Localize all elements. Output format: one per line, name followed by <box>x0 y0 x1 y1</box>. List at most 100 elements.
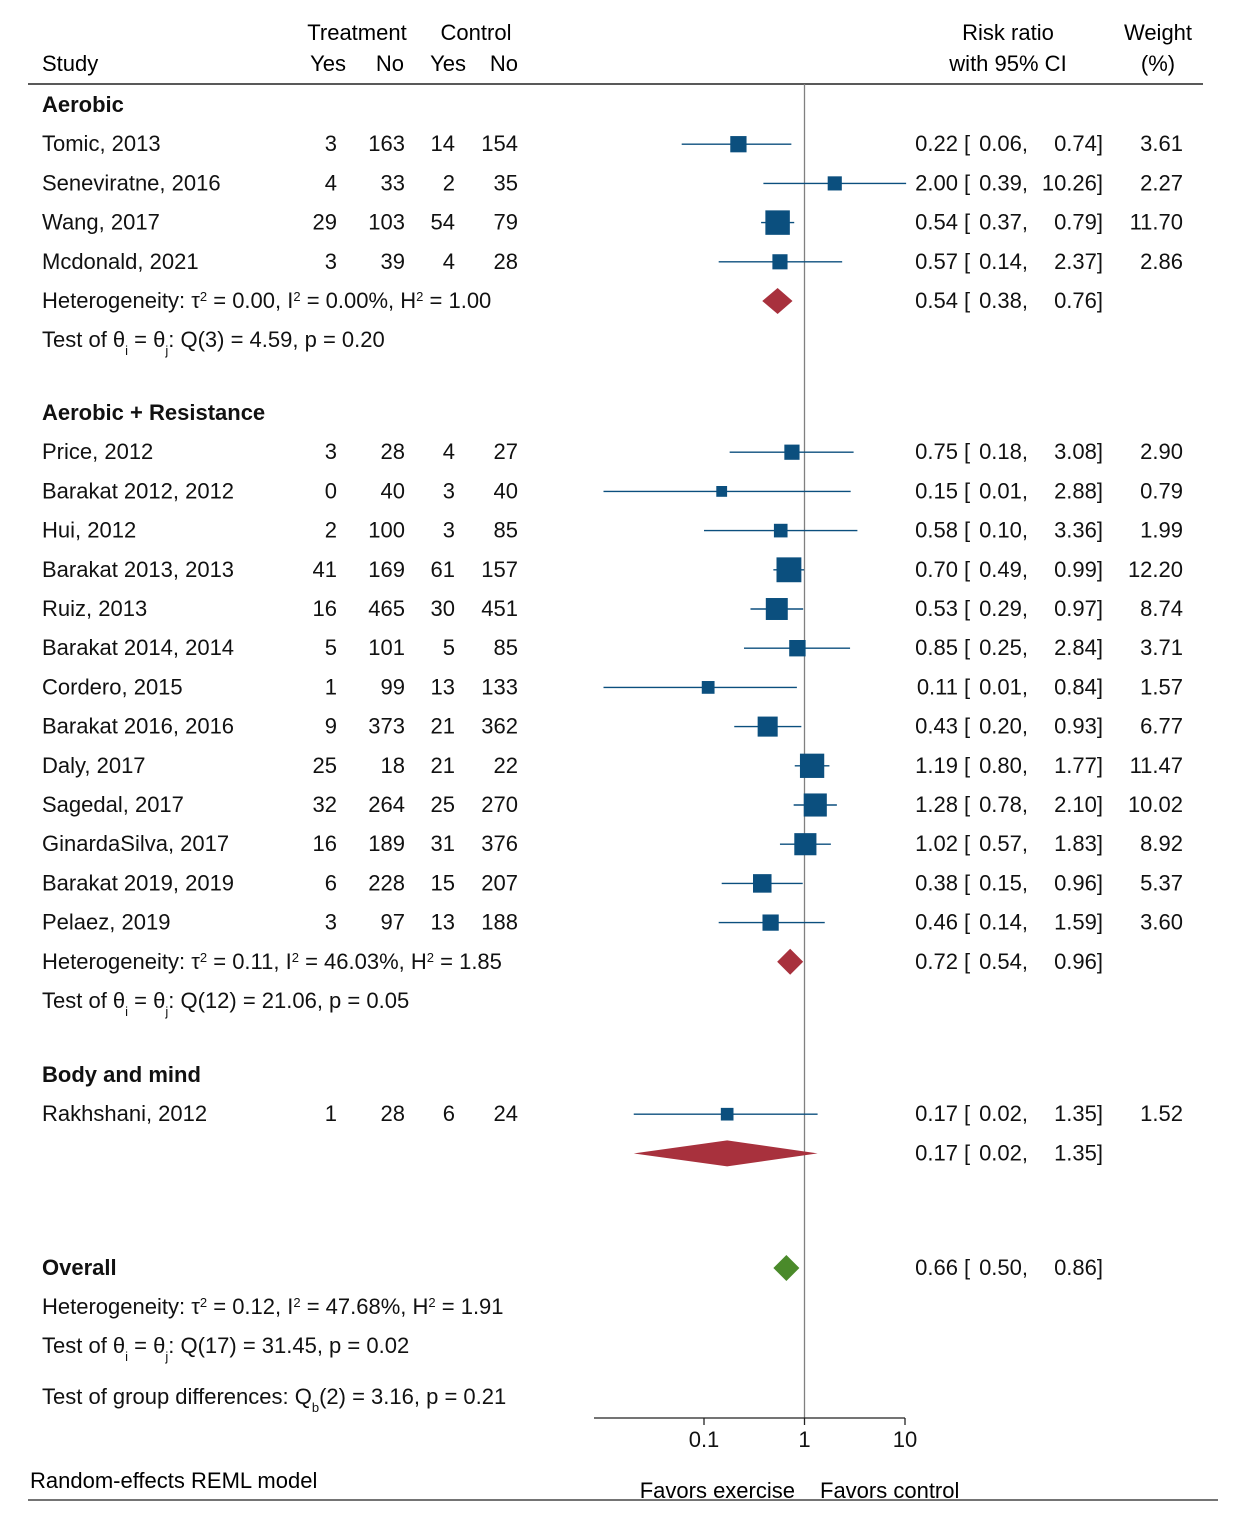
x-axis: 0.1 1 10 <box>689 1418 917 1452</box>
control-yes: 5 <box>443 635 455 660</box>
treatment-no: 101 <box>368 635 405 660</box>
treatment-no: 100 <box>368 518 405 543</box>
study-marker <box>776 557 802 583</box>
header-control-no: No <box>490 51 518 76</box>
weight-value: 12.20 <box>1128 557 1183 582</box>
group-heterogeneity: Heterogeneity: τ2 = 0.00, I2 = 0.00%, H2… <box>42 288 491 313</box>
ci-upper: 0.84] <box>1054 674 1103 699</box>
ci-upper: 2.37] <box>1054 249 1103 274</box>
overall-diamond <box>773 1255 800 1281</box>
study-name: Rakhshani, 2012 <box>42 1101 207 1126</box>
ci-upper: 0.96] <box>1054 870 1103 895</box>
study-marker <box>827 176 842 191</box>
rr-value: 0.75 <box>915 439 958 464</box>
weight-value: 3.60 <box>1140 910 1183 935</box>
study-name: Barakat 2019, 2019 <box>42 870 234 895</box>
control-no: 79 <box>494 210 518 235</box>
treatment-yes: 1 <box>325 674 337 699</box>
group-heterogeneity: Heterogeneity: τ2 = 0.11, I2 = 46.03%, H… <box>42 949 502 974</box>
weight-value: 2.86 <box>1140 249 1183 274</box>
ci-bracket-open: [ <box>964 1255 970 1280</box>
ci-upper: 0.96] <box>1054 949 1103 974</box>
ci-lower: 0.14, <box>979 249 1028 274</box>
group-test: Test of θi = θj: Q(3) = 4.59, p = 0.20 <box>42 327 385 358</box>
treatment-yes: 29 <box>313 210 337 235</box>
weight-value: 2.90 <box>1140 439 1183 464</box>
ci-lower: 0.02, <box>979 1101 1028 1126</box>
ci-bracket-open: [ <box>964 753 970 778</box>
ci-bracket-open: [ <box>964 635 970 660</box>
control-no: 133 <box>481 674 518 699</box>
rr-value: 0.15 <box>915 478 958 503</box>
treatment-yes: 41 <box>313 557 337 582</box>
rr-value: 1.19 <box>915 753 958 778</box>
ci-lower: 0.80, <box>979 753 1028 778</box>
control-no: 188 <box>481 910 518 935</box>
control-yes: 31 <box>431 831 455 856</box>
group-pooled-diamond <box>777 948 804 975</box>
treatment-yes: 2 <box>325 518 337 543</box>
ci-upper: 1.83] <box>1054 831 1103 856</box>
treatment-yes: 3 <box>325 249 337 274</box>
rr-value: 0.58 <box>915 518 958 543</box>
control-yes: 3 <box>443 478 455 503</box>
treatment-no: 189 <box>368 831 405 856</box>
ci-lower: 0.54, <box>979 949 1028 974</box>
ci-bracket-open: [ <box>964 210 970 235</box>
ci-bracket-open: [ <box>964 910 970 935</box>
group-test: Test of θi = θj: Q(12) = 21.06, p = 0.05 <box>42 988 409 1019</box>
treatment-no: 264 <box>368 792 405 817</box>
rr-value: 0.43 <box>915 714 958 739</box>
ci-bracket-open: [ <box>964 439 970 464</box>
treatment-no: 465 <box>368 596 405 621</box>
ci-bracket-open: [ <box>964 949 970 974</box>
treatment-no: 97 <box>381 910 405 935</box>
study-name: Pelaez, 2019 <box>42 910 170 935</box>
control-no: 376 <box>481 831 518 856</box>
control-yes: 3 <box>443 518 455 543</box>
rr-value: 0.54 <box>915 288 958 313</box>
header-treatment-yes: Yes <box>310 51 346 76</box>
study-name: Cordero, 2015 <box>42 674 183 699</box>
weight-value: 1.52 <box>1140 1101 1183 1126</box>
study-name: Tomic, 2013 <box>42 131 161 156</box>
x-tick-label: 1 <box>798 1427 810 1452</box>
ci-bracket-open: [ <box>964 714 970 739</box>
study-marker <box>762 914 779 931</box>
overall-heterogeneity: Heterogeneity: τ2 = 0.12, I2 = 47.68%, H… <box>42 1294 504 1319</box>
weight-value: 0.79 <box>1140 478 1183 503</box>
control-no: 24 <box>494 1101 518 1126</box>
ci-bracket-open: [ <box>964 831 970 856</box>
study-marker <box>794 833 817 856</box>
study-marker <box>753 874 772 893</box>
group-title: Body and mind <box>42 1062 201 1087</box>
study-marker <box>803 793 827 817</box>
treatment-no: 33 <box>381 170 405 195</box>
control-no: 85 <box>494 518 518 543</box>
ci-upper: 0.76] <box>1054 288 1103 313</box>
study-marker <box>789 639 806 657</box>
treatment-no: 228 <box>368 870 405 895</box>
weight-value: 11.47 <box>1130 753 1183 778</box>
ci-upper: 2.10] <box>1054 792 1103 817</box>
weight-value: 5.37 <box>1140 870 1183 895</box>
ci-upper: 0.99] <box>1054 557 1103 582</box>
weight-value: 6.77 <box>1140 714 1183 739</box>
rr-value: 0.17 <box>915 1101 958 1126</box>
weight-value: 11.70 <box>1130 210 1183 235</box>
weight-value: 8.92 <box>1140 831 1183 856</box>
rr-value: 0.38 <box>915 870 958 895</box>
control-yes: 61 <box>431 557 455 582</box>
treatment-yes: 32 <box>313 792 337 817</box>
treatment-yes: 5 <box>325 635 337 660</box>
study-name: Price, 2012 <box>42 439 153 464</box>
control-no: 35 <box>494 170 518 195</box>
ci-upper: 2.88] <box>1054 478 1103 503</box>
control-no: 362 <box>481 714 518 739</box>
rr-value: 0.22 <box>915 131 958 156</box>
study-name: Daly, 2017 <box>42 753 146 778</box>
study-name: Barakat 2013, 2013 <box>42 557 234 582</box>
weight-value: 1.57 <box>1140 674 1183 699</box>
